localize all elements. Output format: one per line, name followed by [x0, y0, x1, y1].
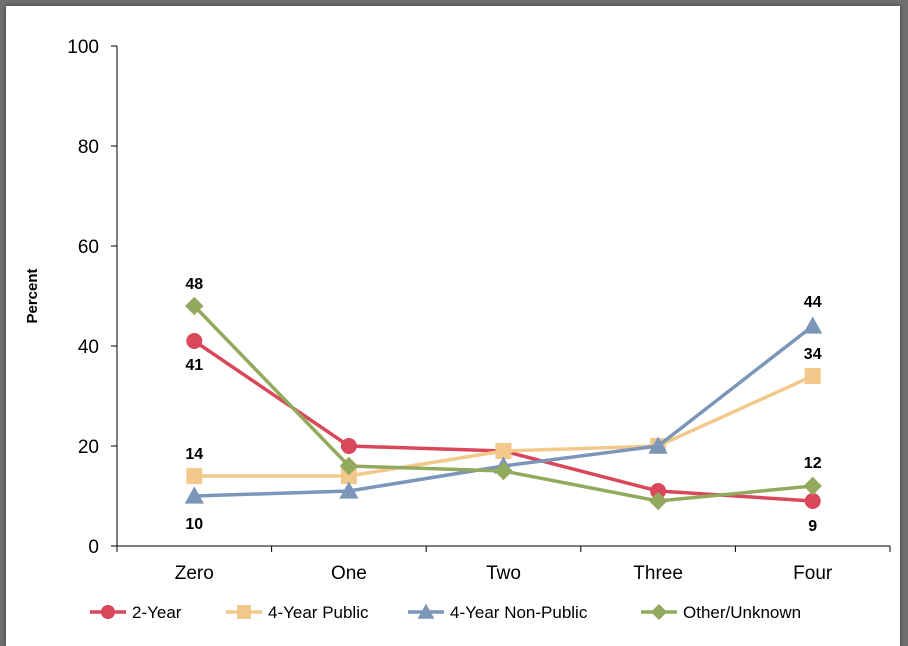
- data-point-other-unknown: [494, 461, 513, 481]
- x-tick-label: Two: [486, 563, 521, 584]
- data-point-4-year-public: [804, 368, 821, 384]
- y-tick-label: 80: [78, 137, 99, 158]
- data-point-4-year-non-public: [803, 316, 823, 334]
- data-point-other-unknown: [185, 296, 204, 316]
- data-point-4-year-non-public: [184, 486, 204, 504]
- legend-label: 4-Year Non-Public: [450, 603, 588, 622]
- x-tick-label: Zero: [175, 563, 214, 584]
- legend-marker: [417, 603, 435, 619]
- data-label: 10: [185, 516, 203, 533]
- legend-marker: [101, 605, 115, 619]
- data-label: 48: [185, 276, 203, 293]
- data-label: 9: [808, 518, 817, 535]
- y-tick-label: 20: [78, 437, 99, 458]
- line-chart: 0 20 40 60 80 100 Zero One Two Three Four Percent 48…: [24, 37, 891, 622]
- data-label: 41: [185, 357, 203, 374]
- legend-label: 4-Year Public: [268, 603, 369, 622]
- data-point-other-unknown: [648, 491, 668, 511]
- y-tick-label: 60: [78, 237, 99, 258]
- data-point-4-year-non-public: [648, 436, 668, 454]
- x-tick-label: Three: [633, 563, 683, 584]
- y-tick-label: 0: [88, 537, 99, 558]
- data-label: 12: [804, 455, 822, 472]
- legend-marker: [237, 605, 251, 619]
- y-axis-label: Percent: [24, 268, 41, 323]
- x-tick-label: Four: [793, 563, 833, 584]
- chart-frame: 0 20 40 60 80 100 Zero One Two Three Four Percent 48…: [6, 6, 900, 646]
- legend-label: Other/Unknown: [683, 603, 801, 622]
- data-point-2-year: [804, 493, 821, 509]
- data-point-2-year: [340, 438, 357, 454]
- data-point-4-year-public: [495, 443, 512, 459]
- data-point-4-year-public: [186, 468, 203, 484]
- data-point-4-year-public: [340, 468, 357, 484]
- data-point-2-year: [186, 333, 203, 349]
- data-label: 34: [804, 346, 822, 363]
- data-point-4-year-non-public: [339, 481, 359, 499]
- data-point-other-unknown: [339, 456, 359, 476]
- data-point-2-year: [650, 483, 667, 499]
- y-tick-label: 40: [78, 337, 99, 358]
- x-tick-label: One: [331, 563, 367, 584]
- legend-marker: [650, 603, 668, 621]
- data-label: 14: [185, 446, 203, 463]
- y-tick-label: 100: [67, 37, 99, 58]
- data-point-other-unknown: [803, 476, 822, 496]
- data-label: 44: [804, 294, 822, 311]
- legend-label: 2-Year: [132, 603, 182, 622]
